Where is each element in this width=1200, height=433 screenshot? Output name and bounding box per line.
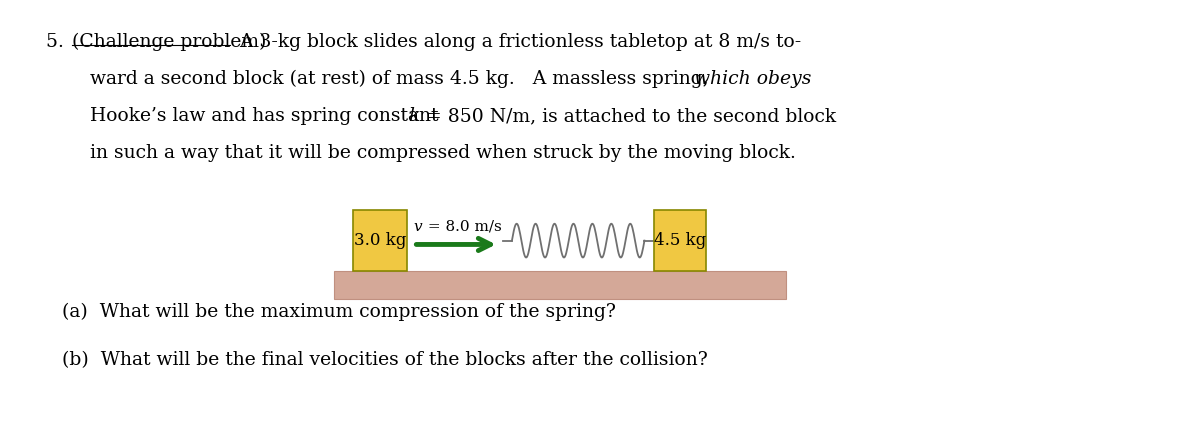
Text: 3.0 kg: 3.0 kg — [354, 232, 407, 249]
Text: k: k — [408, 107, 419, 125]
Text: (b)  What will be the final velocities of the blocks after the collision?: (b) What will be the final velocities of… — [62, 351, 708, 369]
Text: = 850 N/m, is attached to the second block: = 850 N/m, is attached to the second blo… — [420, 107, 836, 125]
Bar — [335, 271, 786, 299]
Text: v: v — [414, 220, 422, 234]
Text: in such a way that it will be compressed when struck by the moving block.: in such a way that it will be compressed… — [90, 144, 796, 162]
Text: 5.: 5. — [46, 33, 70, 51]
Text: ward a second block (at rest) of mass 4.5 kg.   A massless spring,: ward a second block (at rest) of mass 4.… — [90, 70, 715, 88]
Text: = 8.0 m/s: = 8.0 m/s — [422, 220, 502, 234]
Text: (Challenge problem): (Challenge problem) — [72, 33, 266, 51]
Text: Hooke’s law and has spring constant: Hooke’s law and has spring constant — [90, 107, 444, 125]
Text: A 3-kg block slides along a frictionless tabletop at 8 m/s to-: A 3-kg block slides along a frictionless… — [234, 33, 802, 51]
Text: which obeys: which obeys — [694, 70, 811, 88]
Bar — [654, 210, 707, 271]
Bar — [353, 210, 407, 271]
Text: 4.5 kg: 4.5 kg — [654, 232, 707, 249]
Text: (a)  What will be the maximum compression of the spring?: (a) What will be the maximum compression… — [62, 303, 617, 321]
